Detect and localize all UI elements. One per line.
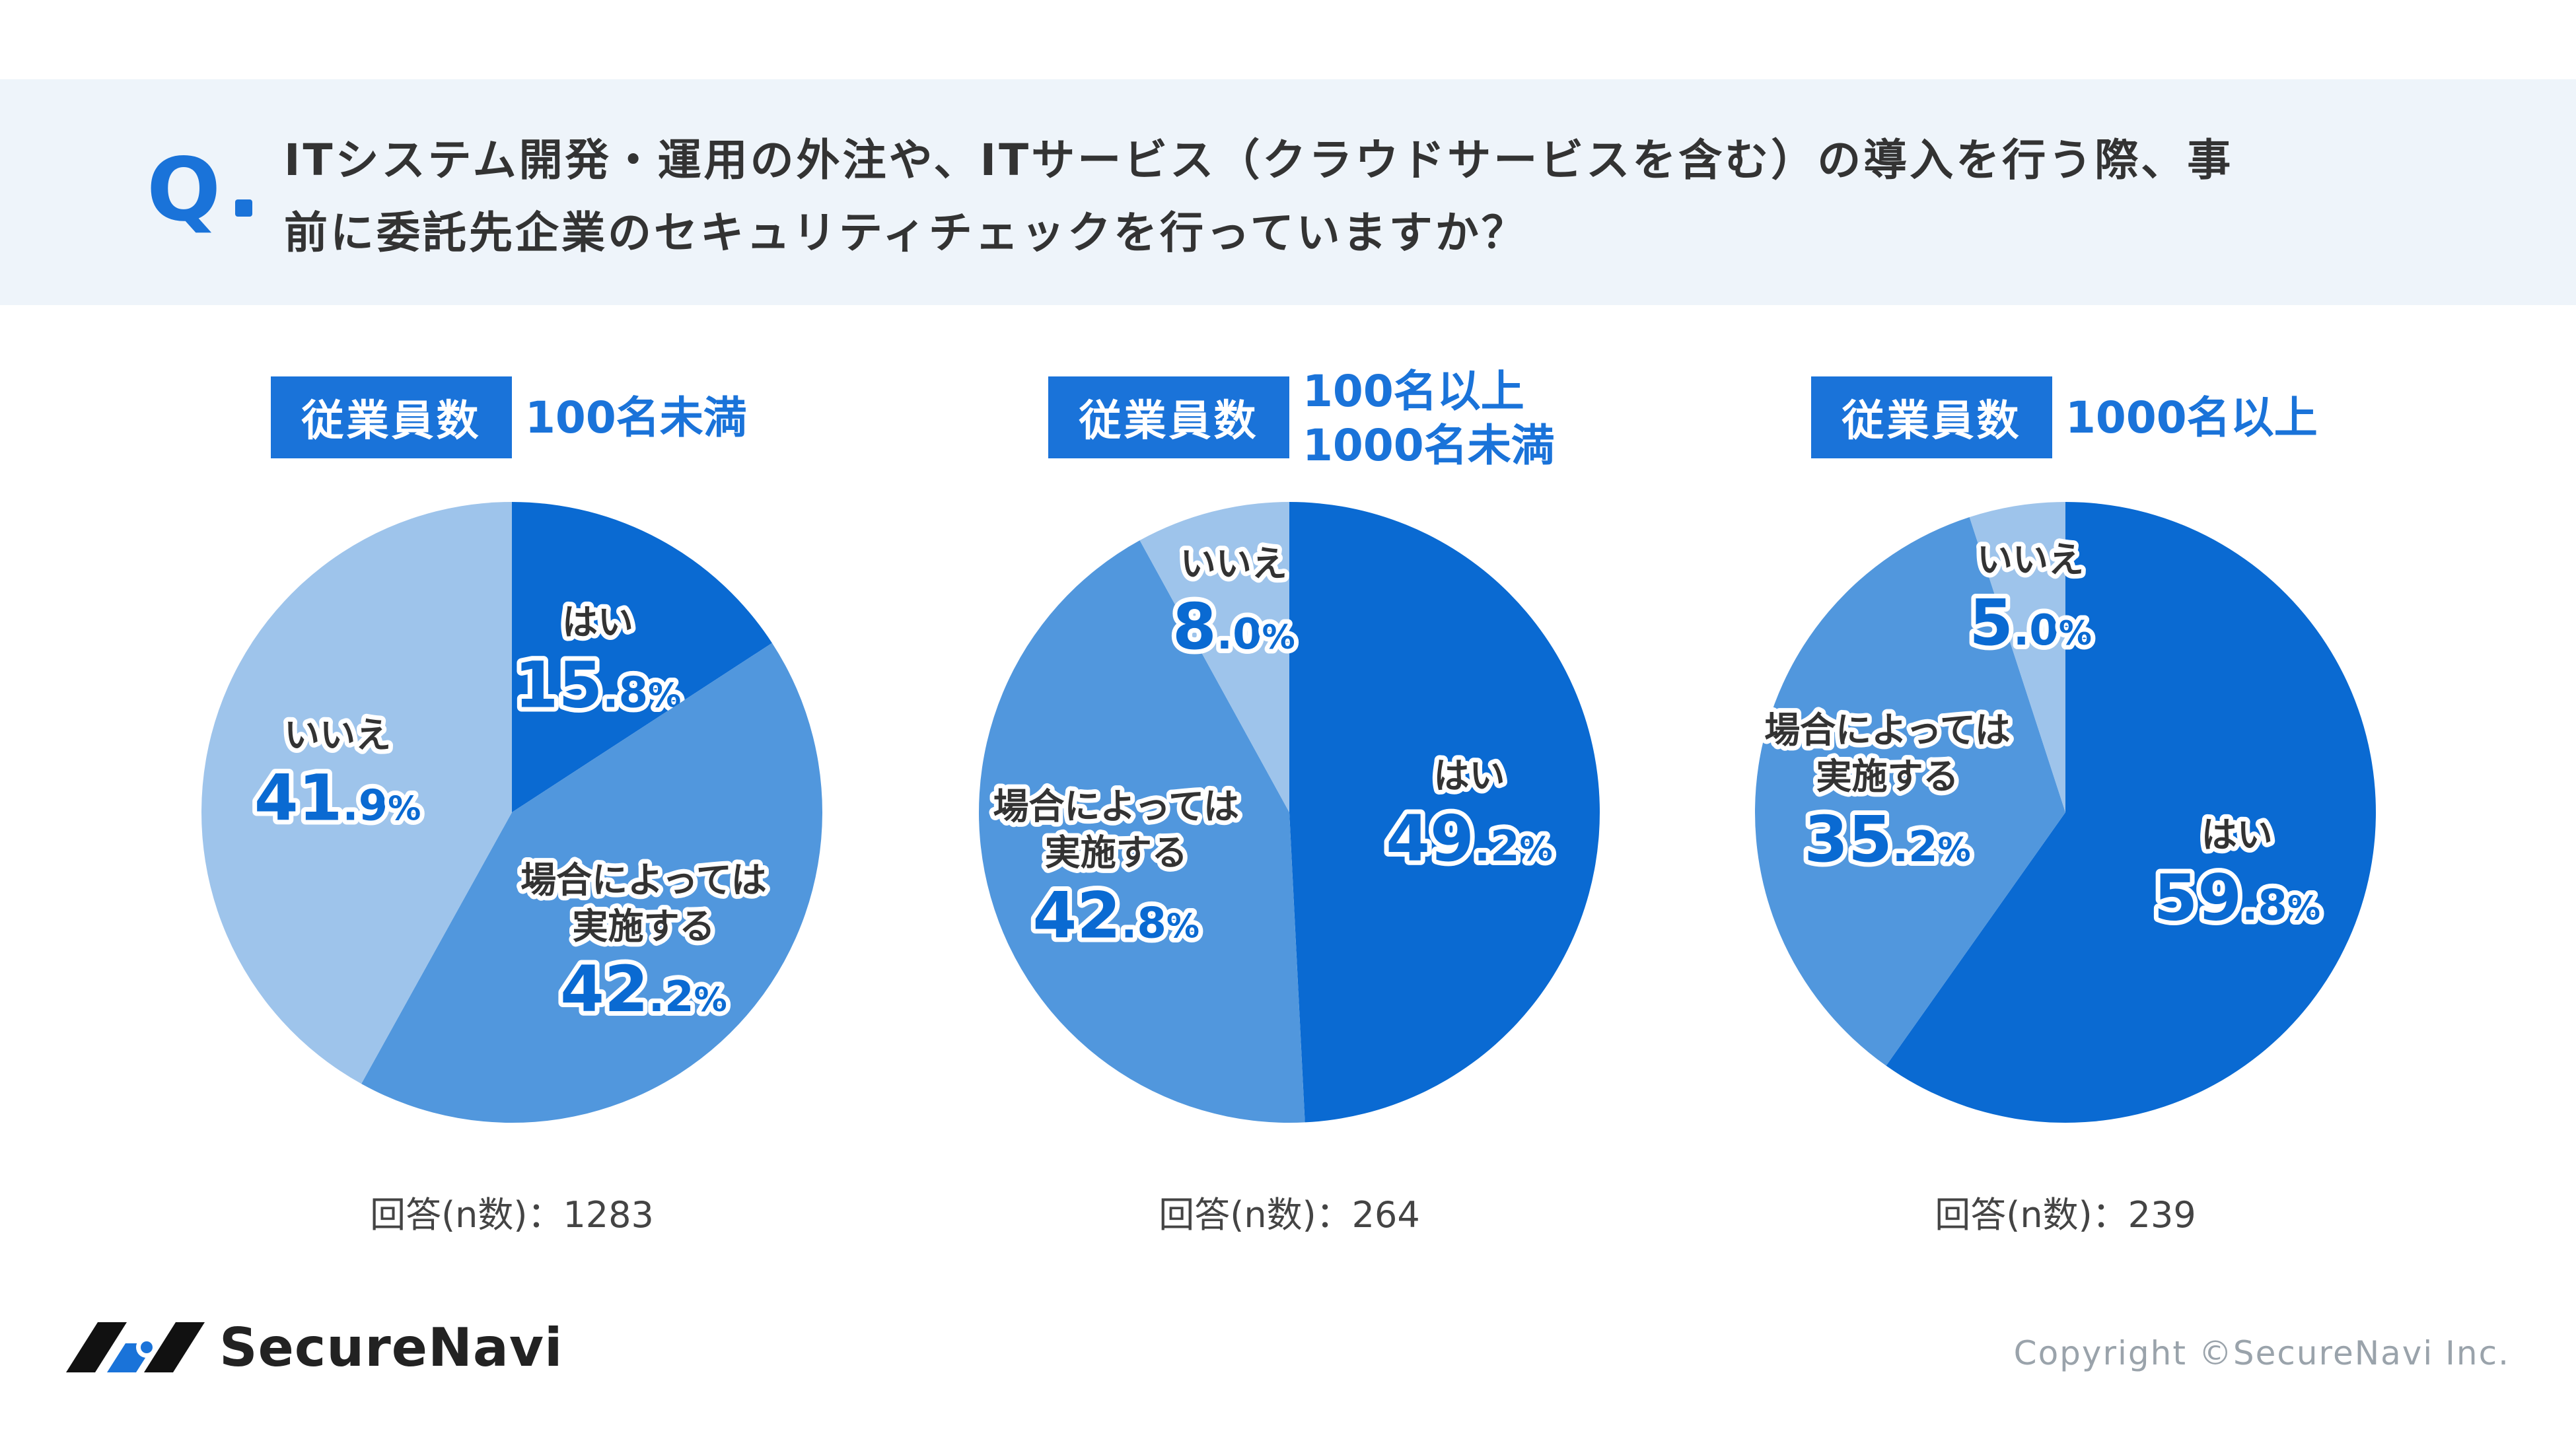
pie-3-label-no: いいえ 5.0% [1964, 534, 2096, 664]
pie-1-value-no: 41.9% [254, 761, 421, 835]
employee-label-1: 従業員数 [271, 376, 512, 458]
group-label-1: 100名未満 [525, 391, 747, 445]
copyright: Copyright ©SecureNavi Inc. [2013, 1334, 2510, 1372]
securenavi-logo-icon [66, 1322, 205, 1372]
employee-label-3: 従業員数 [1811, 376, 2052, 458]
pie-1-slice-yes [512, 502, 772, 812]
pie-1-label-no: いいえ 41.9% [250, 710, 426, 840]
pie-2-label-no-name-1: いいえ [1180, 543, 1287, 584]
n-count-2: 回答(n数)：264 [1159, 1194, 1420, 1236]
question-line-1: ITシステム開発・運用の外注や、ITサービス（クラウドサービスを含む）の導入を行… [284, 135, 2234, 186]
question-text: ITシステム開発・運用の外注や、ITサービス（クラウドサービスを含む）の導入を行… [284, 124, 2464, 269]
logo-text: SecureNavi [219, 1316, 563, 1378]
pie-1-label-no-name-1: いいえ [284, 715, 391, 756]
group-label-2-line-1: 100名以上 [1303, 366, 1524, 417]
pie-3-slice-yes [1886, 502, 2376, 1123]
pie-2-value-no: 8.0% [1172, 590, 1295, 664]
pie-1-label-yes-name-1: はい [562, 601, 633, 643]
pie-3-slice-conditional [1754, 517, 2065, 1066]
securenavi-logo: SecureNavi [66, 1311, 563, 1384]
employee-label-2: 従業員数 [1048, 376, 1289, 458]
pie-2-label-no: いいえ 8.0% [1168, 538, 1300, 668]
question-marker-dot [235, 199, 252, 217]
pie-2-value-yes: 49.2% [1386, 802, 1553, 876]
pie-2-slice-yes [1289, 502, 1600, 1123]
pie-2-value-conditional: 42.8% [1032, 878, 1199, 952]
pie-2-label-conditional-name-1: 場合によっては [993, 785, 1239, 827]
pie-3-label-no-name-1: いいえ [1977, 539, 2084, 581]
pie-3-label-conditional-name-2: 実施する [1816, 756, 1958, 797]
question-banner [0, 79, 2576, 305]
pie-3-value-conditional: 35.2% [1804, 802, 1971, 876]
pie-3-label-yes-name-1: はい [2201, 814, 2273, 856]
question-line-2: 前に委託先企業のセキュリティチェックを行っていますか？ [284, 207, 1528, 258]
group-label-3: 1000名以上 [2065, 391, 2318, 445]
pie-1-slice-conditional [361, 643, 822, 1123]
pie-2-slice-no [1139, 502, 1289, 812]
question-marker: Q [147, 139, 221, 241]
pie-3-label-conditional-name-1: 場合によっては [1764, 709, 2011, 751]
pie-2-slice-conditional [979, 540, 1305, 1123]
pie-1-label-conditional-name-1: 場合によっては [520, 859, 767, 901]
n-count-3: 回答(n数)：239 [1935, 1194, 2196, 1236]
pie-3-value-yes: 59.8% [2154, 861, 2321, 935]
pie-1-label-conditional-name-2: 実施する [572, 905, 715, 947]
pie-1-value-conditional: 42.2% [560, 952, 727, 1026]
pie-charts: はい15.8%場合によっては実施する42.2%いいえ41.9%はい49.2%場合… [201, 502, 2376, 1123]
group-label-1-line-1: 100名未満 [525, 392, 747, 443]
pie-3-label-yes: はい 59.8% [2149, 810, 2326, 940]
pie-2-label-yes: はい 49.2% [1381, 750, 1557, 880]
group-label-2: 100名以上 1000名未満 [1303, 365, 1555, 473]
pie-1-slice-no [201, 502, 512, 1084]
n-count-1: 回答(n数)：1283 [370, 1194, 654, 1236]
pie-3-slice-no [1969, 502, 2065, 812]
pie-3-value-no: 5.0% [1969, 586, 2092, 660]
group-label-2-line-2: 1000名未満 [1303, 420, 1555, 471]
group-label-3-line-1: 1000名以上 [2065, 392, 2318, 443]
pie-2-label-yes-name-1: はい [1434, 755, 1505, 796]
pie-2-label-conditional-name-2: 実施する [1045, 831, 1188, 873]
